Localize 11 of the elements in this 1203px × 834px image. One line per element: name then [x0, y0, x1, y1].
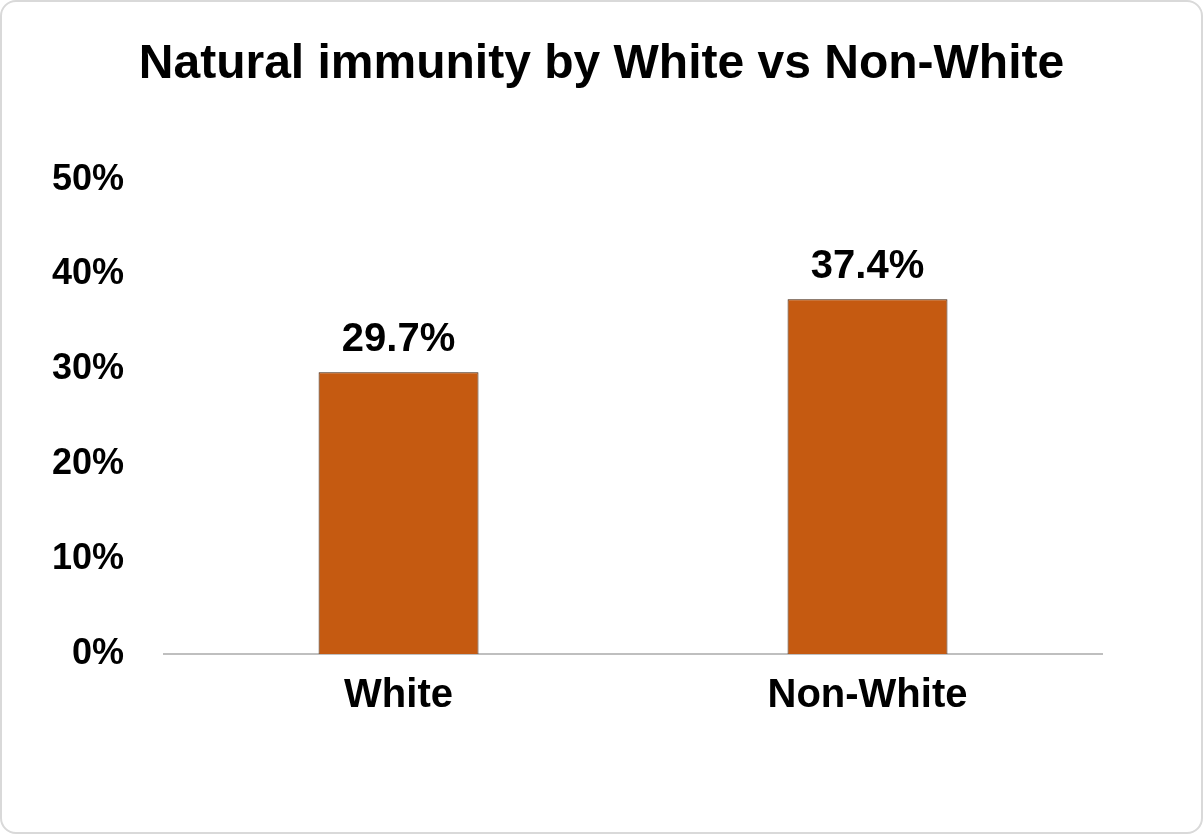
y-tick-label: 30% [51, 346, 125, 388]
x-tick-label: Non-White [767, 671, 968, 716]
x-tick-label: White [344, 671, 453, 716]
y-tick-label: 0% [72, 630, 125, 672]
y-tick-label: 40% [51, 251, 125, 293]
data-label: 37.4% [810, 242, 925, 287]
chart-title: Natural immunity by White vs Non-White [137, 34, 1066, 90]
y-tick-label: 10% [51, 536, 125, 578]
data-label: 29.7% [341, 315, 456, 360]
y-tick-label: 50% [51, 156, 125, 198]
y-tick-label: 20% [51, 441, 125, 483]
